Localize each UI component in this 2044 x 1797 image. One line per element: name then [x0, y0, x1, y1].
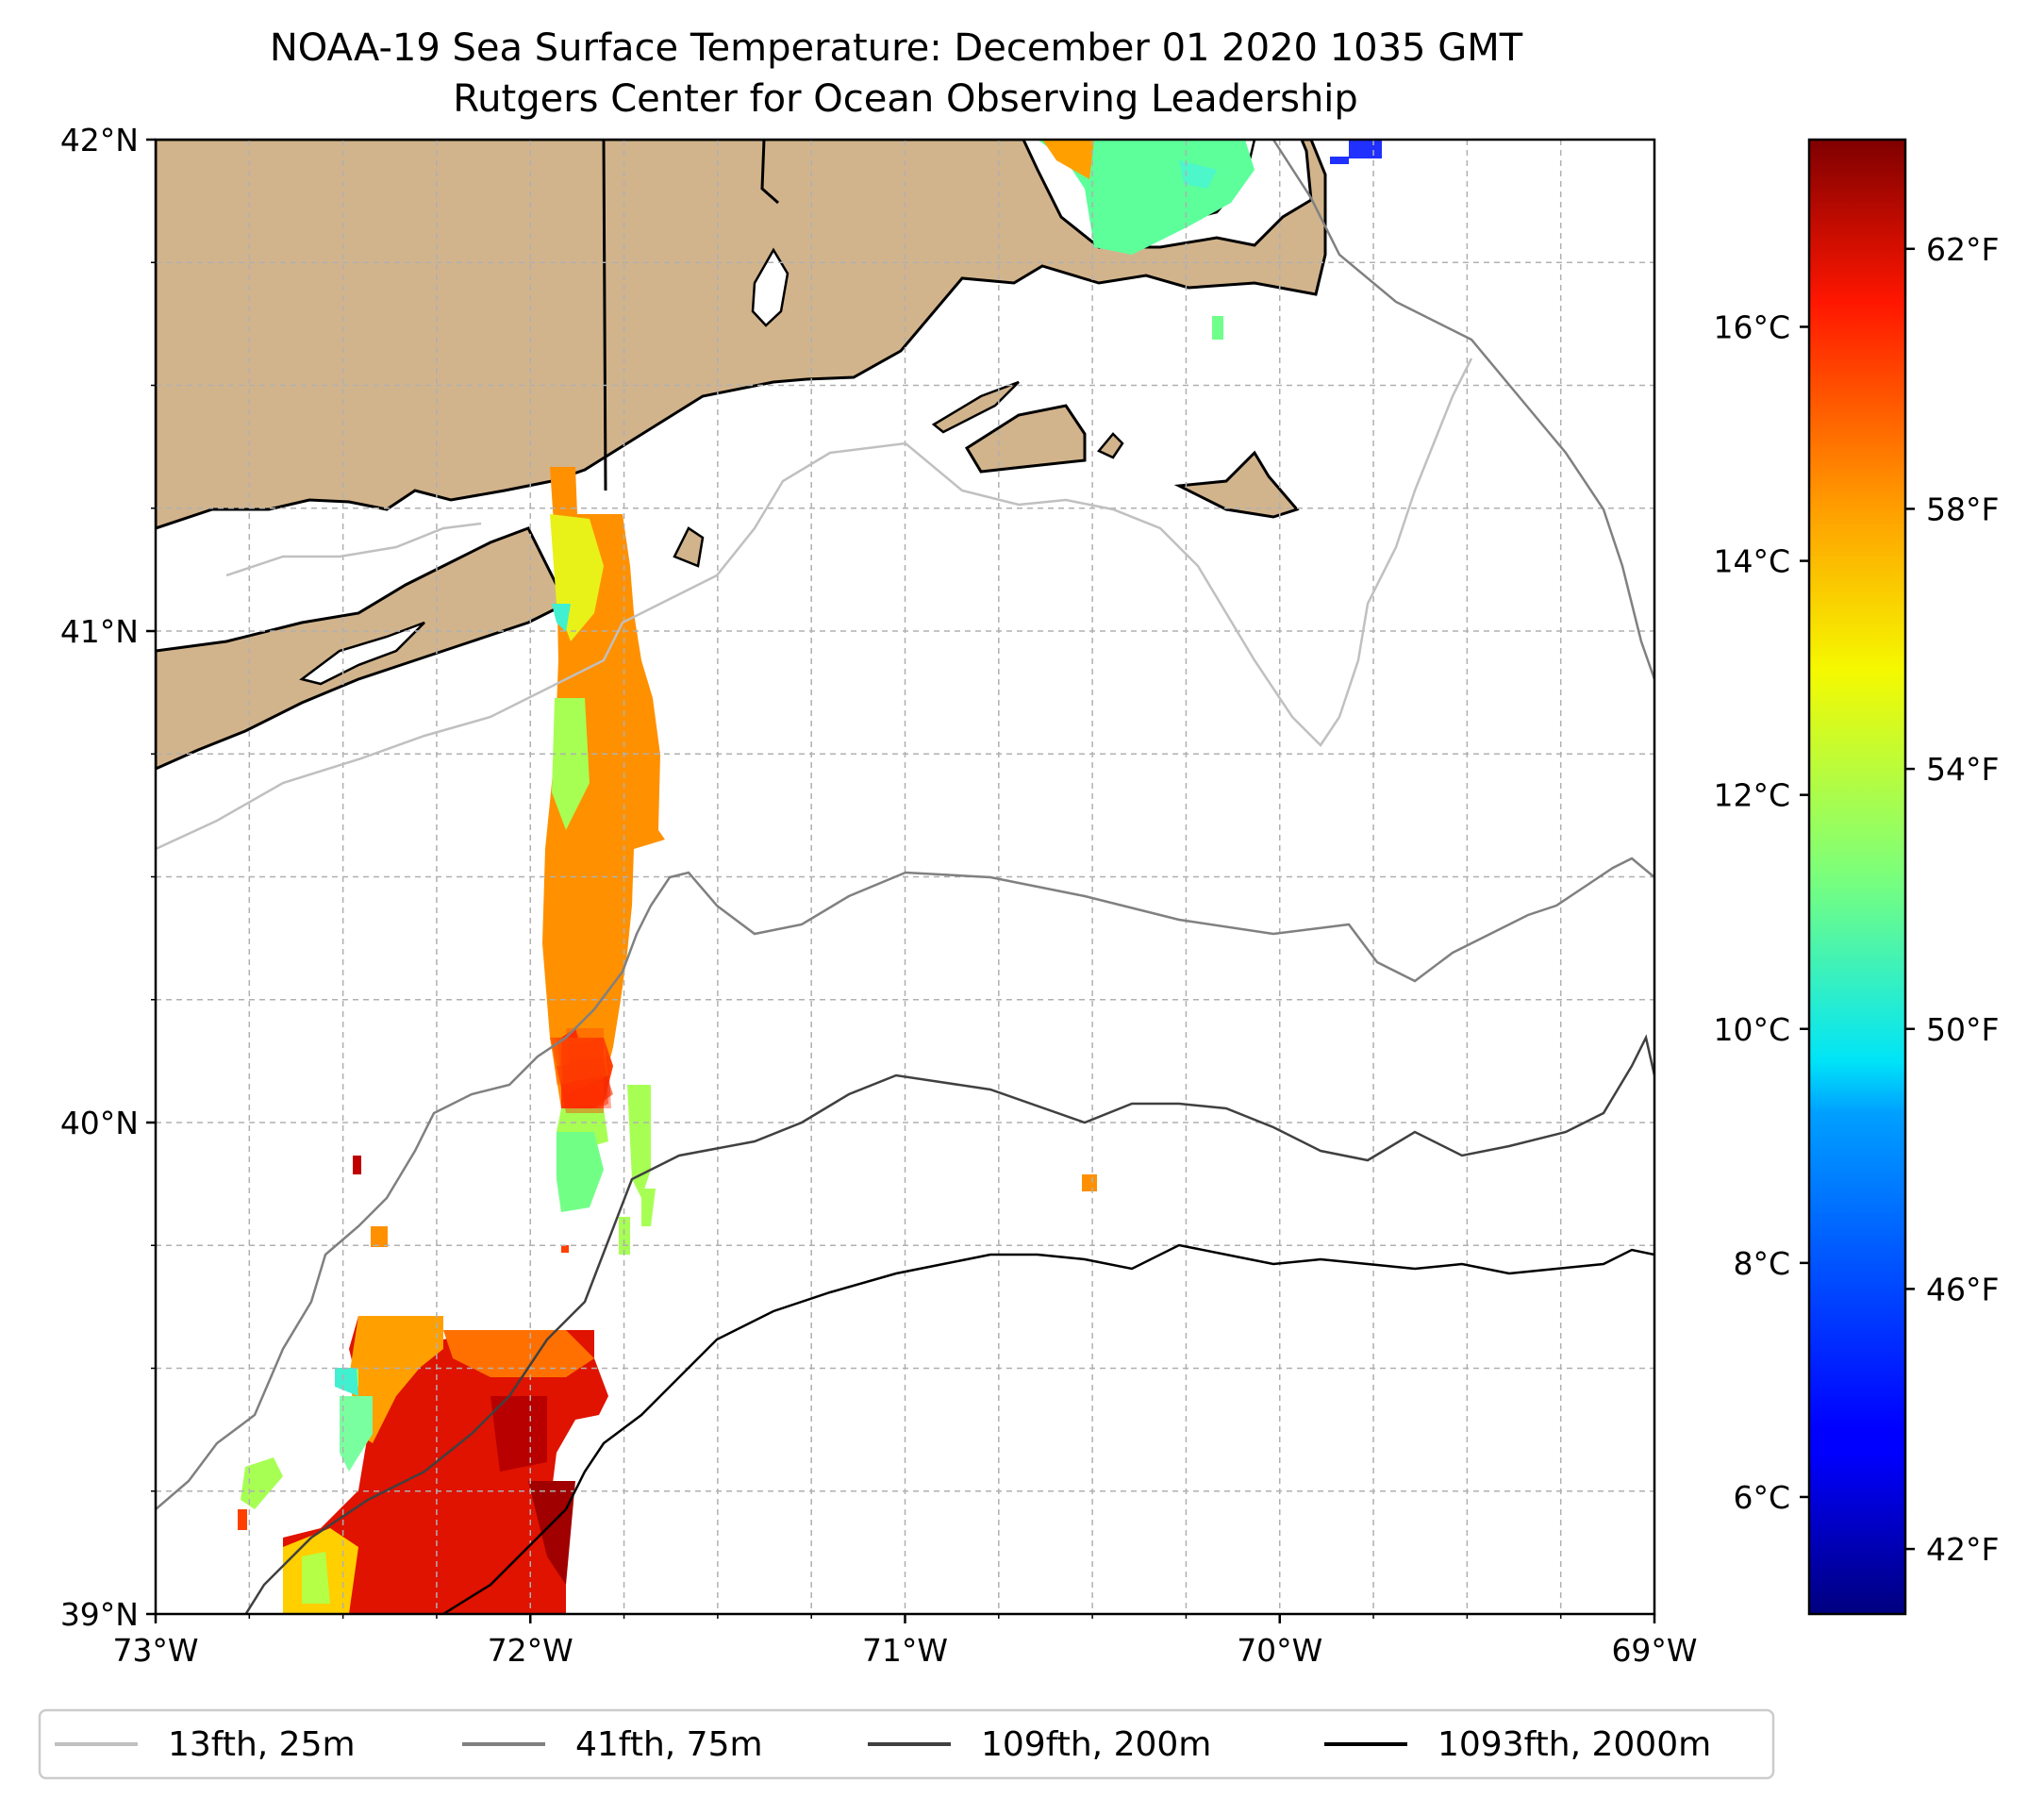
fahrenheit-tick-label: 58°F: [1926, 491, 1999, 527]
sst-speck-offshore: [1082, 1174, 1097, 1191]
colorbar-fahrenheit-ticks: 42°F 46°F 50°F 54°F 58°F 62°F: [1905, 231, 1999, 1568]
celsius-tick-label: 16°C: [1713, 308, 1790, 345]
latitude-labels: 42°N 41°N 40°N 39°N: [60, 122, 156, 1633]
celsius-tick-label: 10°C: [1713, 1011, 1790, 1048]
elizabeth-islands: [931, 380, 1020, 434]
sst-strip-red-16: [561, 1085, 604, 1113]
colorbar-celsius-ticks: 6°C 8°C 10°C 12°C 14°C 16°C: [1713, 308, 1809, 1516]
map-area: [156, 140, 1654, 1614]
sst-strip-cyan: [552, 604, 571, 632]
sst-strip-green: [552, 698, 590, 830]
contour-75m: [156, 857, 1654, 1510]
sst-patch-cold-ne: [1349, 140, 1382, 158]
lat-tick-label: 39°N: [60, 1596, 139, 1633]
legend-label-2000m: 1093fth, 2000m: [1437, 1725, 1711, 1764]
peconic-bay: [299, 621, 425, 686]
sst-patch-west-green: [241, 1457, 283, 1509]
contour-25m-2: [225, 522, 482, 577]
sst-patch-warm-south-orange-2: [443, 1330, 594, 1377]
sst-speck-orange: [371, 1226, 388, 1247]
sst-patch-small-green: [1212, 316, 1223, 340]
contour-25m: [156, 358, 1473, 851]
lat-tick-label: 42°N: [60, 122, 139, 158]
lon-tick-label: 72°W: [488, 1632, 573, 1669]
land-new-england: [156, 140, 1327, 530]
nantucket-island: [1173, 450, 1300, 519]
sst-strip-red-12: [566, 1028, 604, 1085]
celsius-tick-label: 14°C: [1713, 543, 1790, 580]
sst-patch-warm-south-cyan: [335, 1368, 358, 1396]
small-island: [1097, 432, 1124, 459]
sst-patch-cold-ne-2: [1330, 157, 1349, 164]
fahrenheit-tick-label: 54°F: [1926, 751, 1999, 788]
lat-tick-label: 41°N: [60, 613, 139, 650]
lon-tick-label: 70°W: [1237, 1632, 1322, 1669]
legend-label-75m: 41fth, 75m: [575, 1725, 763, 1764]
lon-tick-label: 69°W: [1611, 1632, 1697, 1669]
sst-strip-green-bottom: [557, 1132, 604, 1212]
sst-strip-fragment-2: [641, 1189, 656, 1226]
state-border-ct-ri: [602, 140, 607, 491]
sst-strip-red-15: [552, 1038, 604, 1085]
fahrenheit-tick-label: 50°F: [1926, 1011, 1999, 1048]
sst-patch-cape-cod-warm: [1042, 140, 1094, 179]
sst-strip-red-10: [550, 1038, 608, 1094]
sst-strip-red-8: [550, 1038, 604, 1108]
lon-tick-label: 71°W: [862, 1632, 948, 1669]
martha-vineyard-island: [964, 404, 1087, 474]
legend-label-25m: 13fth, 25m: [168, 1725, 356, 1764]
celsius-tick-label: 6°C: [1733, 1479, 1790, 1516]
map-gridlines: [156, 140, 1654, 1614]
sst-patch-warm-south-green: [302, 1552, 330, 1604]
sst-speck: [561, 1245, 569, 1253]
contour-2000m: [442, 1243, 1654, 1614]
sst-speck-red: [353, 1156, 361, 1174]
narragansett-bay: [751, 247, 789, 327]
colorbar-gradient: [1807, 138, 1907, 1616]
sst-patch-warm-south-green-2: [340, 1396, 373, 1472]
sst-strip-red-5: [564, 1057, 611, 1108]
sst-strip-red-7: [557, 1057, 604, 1108]
sst-strip-red-4: [557, 1066, 613, 1108]
map-subtitle: Rutgers Center for Ocean Observing Leade…: [453, 77, 1358, 121]
sst-strip-red-9: [561, 1057, 611, 1113]
map-title: NOAA-19 Sea Surface Temperature: Decembe…: [270, 26, 1523, 70]
fahrenheit-tick-label: 42°F: [1926, 1531, 1999, 1568]
sst-strip-red-6: [550, 1038, 608, 1094]
sst-patch-warm-south-dark-2: [490, 1396, 547, 1472]
contour-75m-east: [1271, 140, 1654, 680]
lon-tick-label: 73°W: [112, 1632, 198, 1669]
celsius-tick-label: 8°C: [1733, 1245, 1790, 1282]
lat-tick-label: 40°N: [60, 1105, 139, 1141]
contour-legend: 13fth, 25m 41fth, 75m 109fth, 200m 1093f…: [38, 1708, 1775, 1780]
block-island: [673, 526, 705, 568]
fahrenheit-tick-label: 62°F: [1926, 231, 1999, 268]
longitude-labels: 73°W 72°W 71°W 70°W 69°W: [112, 1614, 1698, 1669]
sst-strip-red-13: [557, 1038, 604, 1108]
contour-200m: [244, 1034, 1654, 1614]
sst-strip-red-11: [561, 1085, 604, 1111]
legend-label-200m: 109fth, 200m: [981, 1725, 1211, 1764]
sst-strip-red-14: [561, 1038, 604, 1108]
state-border-ri-ma: [760, 140, 779, 205]
celsius-tick-label: 12°C: [1713, 777, 1790, 814]
fahrenheit-tick-label: 46°F: [1926, 1271, 1999, 1307]
sst-strip-fragment: [627, 1085, 651, 1198]
sst-patch-cape-cod-cool: [1179, 160, 1217, 189]
sst-patch-warm-south-dark: [528, 1481, 575, 1585]
sst-patch-west-red: [238, 1509, 247, 1530]
sst-data-layer: [238, 140, 1382, 1614]
